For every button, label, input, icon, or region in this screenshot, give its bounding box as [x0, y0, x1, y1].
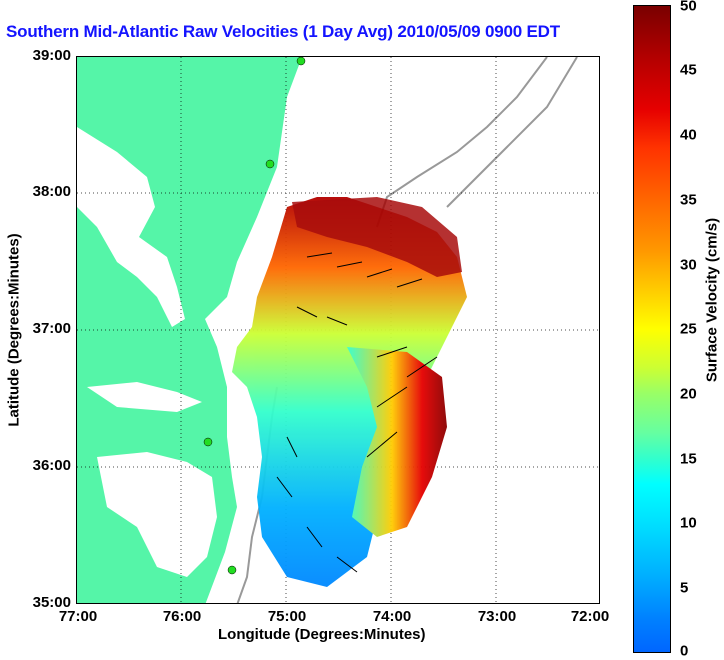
station-marker — [203, 437, 213, 447]
x-tick: 77:00 — [58, 608, 98, 625]
colorbar-tick: 35 — [680, 191, 697, 209]
x-tick: 72:00 — [570, 608, 610, 625]
map-canvas — [77, 57, 599, 603]
colorbar-tick: 40 — [680, 126, 697, 144]
y-tick: 38:00 — [32, 183, 71, 200]
x-axis-label: Longitude (Degrees:Minutes) — [218, 626, 426, 643]
colorbar-tick: 5 — [680, 579, 689, 597]
station-marker — [265, 159, 275, 169]
x-tick: 74:00 — [372, 608, 412, 625]
current-vectors — [276, 252, 438, 573]
colorbar-label: Surface Velocity (cm/s) — [703, 217, 721, 383]
station-marker — [296, 57, 306, 66]
colorbar-tick: 10 — [680, 514, 697, 532]
y-tick: 35:00 — [32, 594, 71, 611]
pamlico-sound — [97, 452, 217, 577]
chesapeake-bay — [77, 127, 185, 327]
x-tick: 76:00 — [162, 608, 202, 625]
x-tick: 73:00 — [477, 608, 517, 625]
y-tick: 39:00 — [32, 47, 71, 64]
x-tick: 75:00 — [267, 608, 307, 625]
map-plot-area[interactable] — [76, 56, 600, 604]
colorbar-tick: 20 — [680, 385, 697, 403]
colorbar-tick: 15 — [680, 450, 697, 468]
map-title: Southern Mid-Atlantic Raw Velocities (1 … — [6, 22, 560, 41]
velocity-field — [232, 197, 467, 587]
albemarle-sound — [87, 382, 202, 412]
colorbar-tick: 45 — [680, 61, 697, 79]
colorbar — [633, 5, 671, 653]
colorbar-tick: 50 — [680, 0, 697, 15]
colorbar-tick: 30 — [680, 256, 697, 274]
y-tick: 36:00 — [32, 457, 71, 474]
colorbar-tick: 0 — [680, 642, 689, 660]
y-tick: 37:00 — [32, 320, 71, 337]
y-axis-label: Latitude (Degrees:Minutes) — [5, 233, 23, 427]
colorbar-tick: 25 — [680, 320, 697, 338]
station-marker — [227, 565, 237, 575]
